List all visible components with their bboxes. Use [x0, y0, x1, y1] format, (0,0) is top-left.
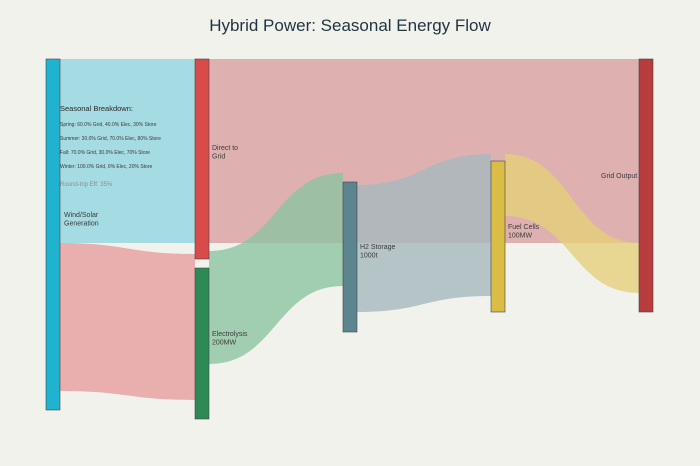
- node-source: [45, 58, 61, 411]
- node-electrolysis: [194, 267, 210, 420]
- node-fuel-cells: [490, 160, 506, 313]
- node-label-h2-storage: H2 Storage 1000t: [360, 244, 396, 260]
- flow-h2-storage-to-fuel-cells: [357, 154, 491, 312]
- node-label-grid-direct: Direct to Grid: [212, 145, 238, 161]
- node-label-fuel-cells: Fuel Cells 100MW: [508, 224, 540, 240]
- node-label-electrolysis: Electrolysis 200MW: [212, 331, 248, 347]
- breakdown-line: Summer: 30.0% Grid, 70.0% Elec, 80% Stor…: [60, 136, 161, 142]
- flow-source-to-electrolysis: [60, 243, 195, 400]
- chart-title: Hybrid Power: Seasonal Energy Flow: [209, 16, 491, 35]
- flow-source-to-grid-direct: [60, 59, 195, 243]
- breakdown-line: Winter: 100.0% Grid, 0% Elec, 20% Store: [60, 164, 152, 170]
- breakdown-line: Spring: 60.0% Grid, 40.0% Elec, 30% Stor…: [60, 122, 157, 128]
- breakdown-title: Seasonal Breakdown:: [60, 104, 133, 113]
- round-trip-efficiency: Round-trip Eff: 35%: [60, 182, 113, 188]
- seasonal-breakdown: Seasonal Breakdown: Spring: 60.0% Grid, 4…: [60, 104, 161, 188]
- node-h2-storage: [342, 181, 358, 333]
- flow-electrolysis-to-h2-storage: [209, 173, 343, 364]
- flow-fuel-cells-to-grid-output: [505, 154, 639, 293]
- node-label-grid-output: Grid Output: [601, 173, 637, 180]
- breakdown-line: Fall: 70.0% Grid, 30.0% Elec, 70% Store: [60, 150, 150, 156]
- node-grid-direct: [194, 58, 210, 260]
- node-label-source: Wind/Solar Generation: [64, 212, 99, 228]
- node-grid-output: [638, 58, 654, 313]
